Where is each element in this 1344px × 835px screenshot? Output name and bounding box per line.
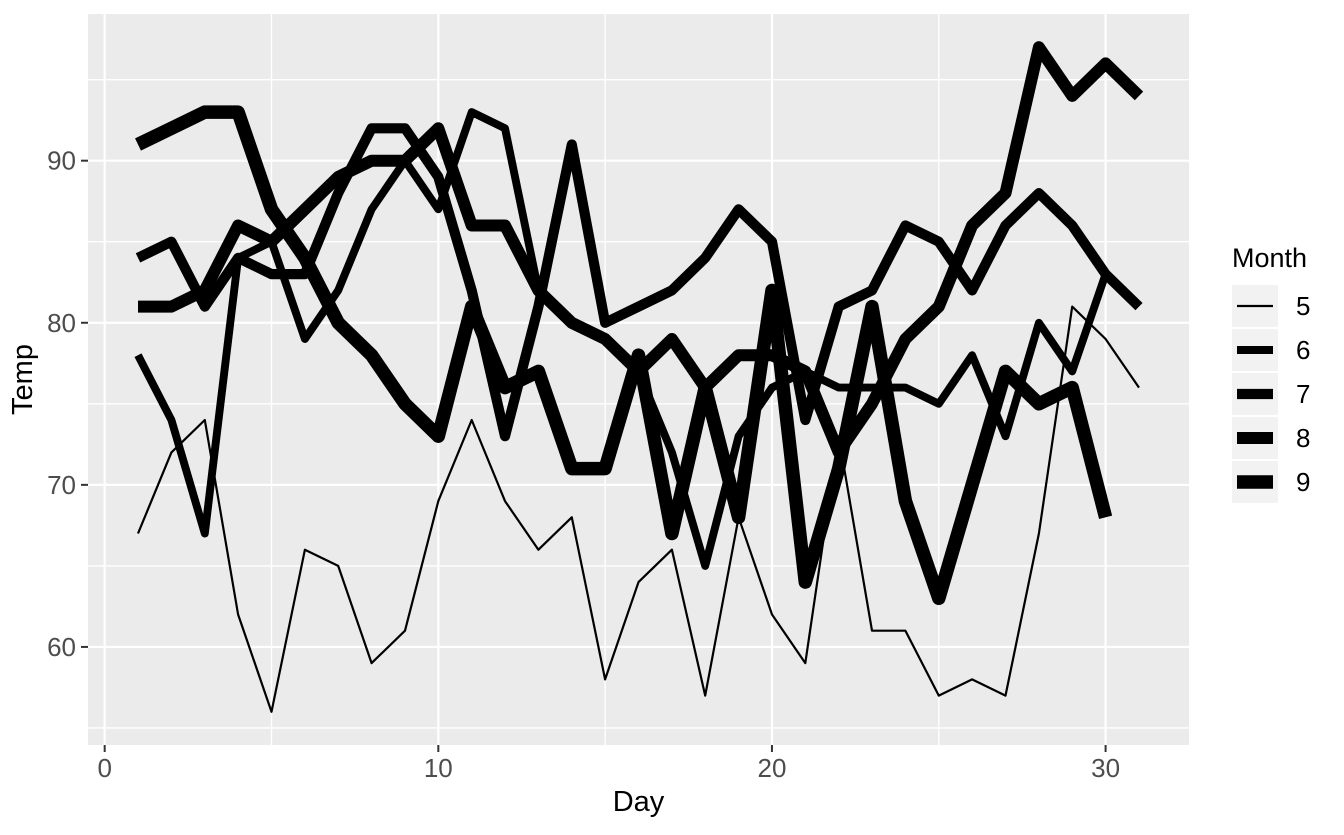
gridlines-major: [88, 14, 1189, 745]
y-tick-label-80: 80: [47, 308, 76, 338]
x-tick-label-10: 10: [424, 753, 453, 783]
legend-label-month-8: 8: [1296, 423, 1310, 453]
y-tick-label-70: 70: [47, 470, 76, 500]
axis-tick-labels: 0 10 20 30 60 70 80 90: [47, 146, 1120, 783]
legend-title: Month: [1232, 243, 1307, 273]
series-line-month-7: [135, 123, 1143, 442]
y-tick-label-90: 90: [47, 146, 76, 176]
series-lines: [134, 41, 1144, 713]
gridlines-minor: [88, 14, 1189, 745]
x-tick-label-20: 20: [757, 753, 786, 783]
x-tick-label-30: 30: [1091, 753, 1120, 783]
legend-label-month-9: 9: [1296, 467, 1310, 497]
legend-label-month-6: 6: [1296, 335, 1310, 365]
legend: Month 5 6 7 8 9: [1232, 243, 1310, 503]
axis-tick-marks: [81, 159, 1107, 752]
y-axis-title: Temp: [7, 344, 39, 415]
legend-keys: 5 6 7 8 9: [1232, 285, 1310, 503]
x-axis-title: Day: [613, 786, 665, 818]
series-line-month-9: [135, 105, 1113, 606]
series-line-month-5: [136, 305, 1140, 713]
x-tick-label-0: 0: [97, 753, 111, 783]
y-tick-label-60: 60: [47, 632, 76, 662]
legend-label-month-7: 7: [1296, 379, 1310, 409]
legend-label-month-5: 5: [1296, 291, 1310, 321]
